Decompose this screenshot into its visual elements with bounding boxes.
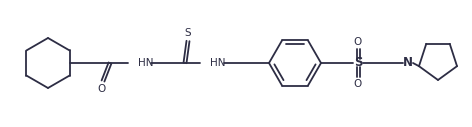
Text: HN: HN [138,58,153,68]
Text: O: O [97,84,105,94]
Text: S: S [354,57,362,69]
Text: N: N [403,57,413,69]
Text: HN: HN [210,58,226,68]
Text: O: O [354,79,362,89]
Text: S: S [185,28,191,38]
Text: O: O [354,37,362,47]
